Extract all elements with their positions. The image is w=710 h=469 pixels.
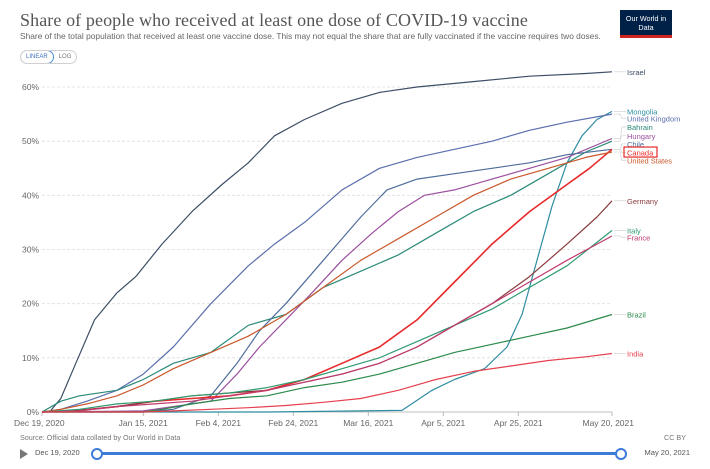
series-label-canada: Canada	[627, 149, 654, 158]
x-tick-label: Feb 24, 2021	[268, 418, 318, 428]
y-axis: 0% 10% 20% 30% 40% 50% 60%	[22, 82, 39, 417]
y-tick-label: 30%	[22, 245, 39, 255]
series-line-brazil	[42, 313, 613, 413]
series-line-germany	[41, 200, 613, 413]
x-axis: Dec 19, 2020 Jan 15, 2021 Feb 4, 2021 Feb 2…	[14, 412, 634, 428]
series-line-india	[42, 352, 613, 413]
x-tick-label: Apr 25, 2021	[494, 418, 543, 428]
x-tick-label: Feb 4, 2021	[196, 418, 242, 428]
label-leader	[614, 235, 626, 238]
timeline-track[interactable]	[91, 448, 627, 460]
owid-logo[interactable]: Our World in Data	[620, 10, 672, 38]
series-line-hungary	[41, 137, 613, 413]
series-label-italy: Italy	[627, 227, 641, 236]
x-tick-label: Dec 19, 2020	[14, 418, 65, 428]
series-line-israel	[49, 71, 613, 413]
y-tick-label: 20%	[22, 299, 39, 309]
scale-toggle[interactable]: LINEAR LOG	[20, 50, 78, 64]
y-tick-label: 60%	[22, 82, 39, 92]
series-label-mongolia: Mongolia	[627, 107, 658, 116]
series-label-india: India	[627, 350, 644, 359]
source-note[interactable]: Source: Official data collated by Our Wo…	[20, 433, 181, 442]
timeline-slider[interactable]: Dec 19, 2020 May 20, 2021	[20, 447, 690, 461]
label-leader	[614, 135, 626, 139]
label-leader	[614, 151, 626, 161]
label-leader	[614, 113, 626, 119]
series-line-chile	[42, 148, 613, 413]
y-tick-label: 0%	[27, 407, 40, 417]
log-scale-button[interactable]: LOG	[58, 54, 72, 60]
license-link[interactable]: CC BY	[664, 433, 686, 442]
y-tick-label: 40%	[22, 190, 39, 200]
timeline-start-handle[interactable]	[91, 448, 103, 460]
series-label-united-kingdom: United Kingdom	[627, 114, 680, 123]
chart-subtitle: Share of the total population that recei…	[20, 31, 601, 41]
series-line-italy	[41, 230, 613, 413]
series-label-chile: Chile	[627, 140, 644, 149]
linear-scale-button[interactable]: LINEAR	[21, 51, 54, 63]
series-label-brazil: Brazil	[627, 311, 646, 320]
highlight-box	[623, 146, 658, 158]
series-label-germany: Germany	[627, 197, 658, 206]
line-chart: 0% 10% 20% 30% 40% 50% 60% Dec 19, 2020 Jan 15,…	[14, 68, 680, 428]
timeline-end-handle[interactable]	[615, 448, 627, 460]
timeline-end-label: May 20, 2021	[644, 448, 690, 457]
x-tick-label: Mar 16, 2021	[343, 418, 393, 428]
series-label-france: France	[627, 234, 650, 243]
series-lines	[41, 71, 613, 413]
x-tick-label: Apr 5, 2021	[421, 418, 465, 428]
timeline-start-label: Dec 19, 2020	[35, 448, 80, 457]
series-label-united-states: United States	[627, 157, 672, 166]
series-label-bahrain: Bahrain	[627, 123, 653, 132]
y-tick-label: 50%	[22, 136, 39, 146]
series-label-israel: Israel	[627, 68, 646, 77]
y-tick-label: 10%	[22, 353, 39, 363]
series-line-france	[41, 235, 613, 413]
series-line-united-kingdom	[41, 113, 613, 413]
label-leader	[614, 126, 626, 142]
series-line-united-states	[41, 151, 613, 413]
x-tick-label: Jan 15, 2021	[119, 418, 168, 428]
series-line-mongolia	[42, 110, 613, 413]
play-icon[interactable]	[20, 449, 28, 459]
x-tick-label: May 20, 2021	[582, 418, 634, 428]
chart-title: Share of people who received at least on…	[20, 10, 528, 30]
series-label-hungary: Hungary	[627, 132, 656, 141]
